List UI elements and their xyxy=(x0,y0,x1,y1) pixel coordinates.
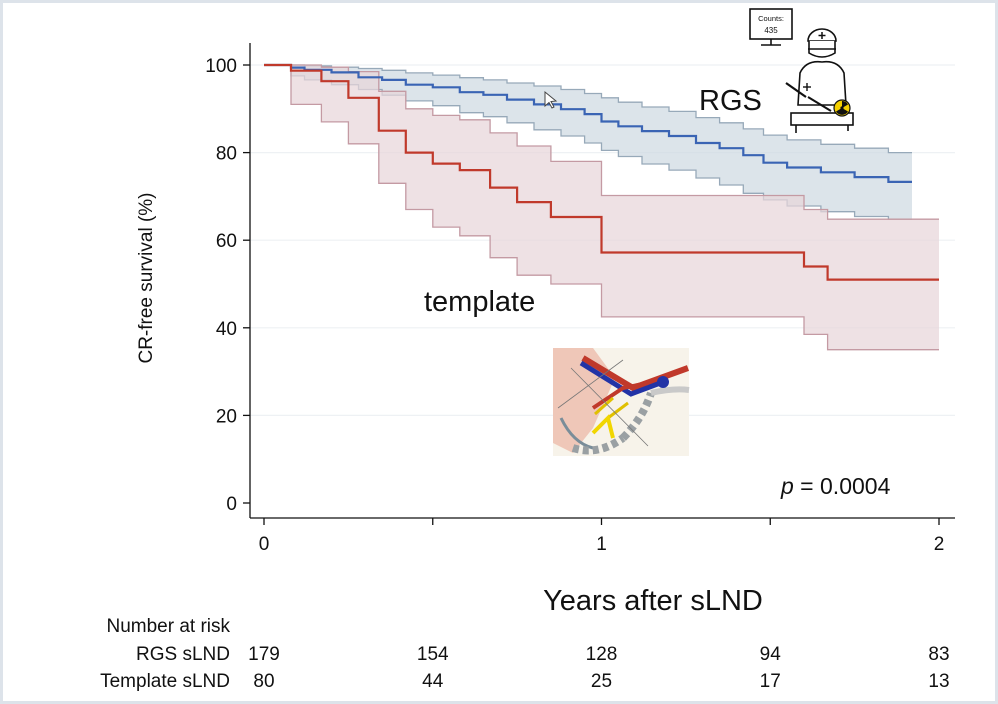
ci-band-RGS xyxy=(264,65,912,220)
risk-value: 83 xyxy=(928,644,949,665)
y-axis-label: CR-free survival (%) xyxy=(136,192,157,363)
p-value-annotation: p = 0.0004 xyxy=(780,473,891,499)
risk-row-label: RGS sLND xyxy=(136,644,230,665)
surgeon-with-gamma-probe-icon: Counts: 435 xyxy=(749,8,854,133)
km-curve-RGS xyxy=(264,63,912,183)
counts-label: Counts: xyxy=(758,14,784,23)
risk-value: 154 xyxy=(417,644,449,665)
risk-value: 13 xyxy=(928,671,949,692)
y-tick-label-80: 80 xyxy=(216,144,237,165)
p-symbol: p xyxy=(780,473,794,499)
x-tick-label-0: 0 xyxy=(259,534,270,555)
pelvic-anatomy-illustration-icon xyxy=(553,348,690,456)
risk-value: 44 xyxy=(422,671,444,692)
risk-value: 80 xyxy=(253,671,274,692)
km-chart: 0 20 40 60 80 100 0 1 2 CR-free survival (%) Yea… xyxy=(100,8,955,692)
x-axis-label: Years after sLND xyxy=(543,585,763,617)
p-value: = 0.0004 xyxy=(794,473,891,499)
risk-value: 179 xyxy=(248,644,280,665)
series-label-template: template xyxy=(424,286,535,318)
number-at-risk-table: Number at risk RGS sLND 179 154 128 94 83 Templ… xyxy=(100,616,949,692)
counts-value: 435 xyxy=(764,26,778,35)
risk-value: 25 xyxy=(591,671,612,692)
y-tick-label-60: 60 xyxy=(216,231,237,252)
survival-curves xyxy=(264,63,939,281)
slide-frame: 0 20 40 60 80 100 0 1 2 CR-free survival (%) Yea… xyxy=(3,3,995,701)
risk-value: 17 xyxy=(760,671,781,692)
y-tick-label-40: 40 xyxy=(216,319,237,340)
ci-band-template xyxy=(264,65,939,350)
x-tick-label-1: 1 xyxy=(596,534,607,555)
ci-upper-RGS xyxy=(264,64,912,154)
risk-table-heading: Number at risk xyxy=(106,616,230,637)
ci-upper-template xyxy=(264,64,939,220)
y-tick-label-0: 0 xyxy=(226,494,237,515)
risk-value: 94 xyxy=(760,644,782,665)
y-tick-label-100: 100 xyxy=(205,56,237,77)
series-label-rgs: RGS xyxy=(699,85,762,117)
ci-lower-template xyxy=(264,64,939,351)
axes: 0 20 40 60 80 100 0 1 2 xyxy=(205,43,955,555)
y-tick-label-20: 20 xyxy=(216,406,237,427)
risk-row-label: Template sLND xyxy=(100,671,230,692)
x-tick-label-2: 2 xyxy=(934,534,945,555)
risk-value: 128 xyxy=(586,644,618,665)
confidence-bands xyxy=(264,64,939,351)
mouse-cursor-icon xyxy=(544,90,558,109)
km-curve-template xyxy=(264,63,939,281)
